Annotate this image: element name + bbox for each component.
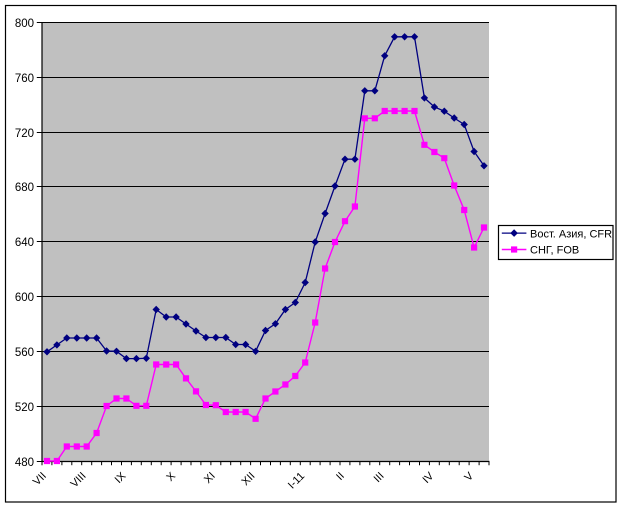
svg-text:680: 680 [15, 182, 34, 194]
svg-text:800: 800 [15, 18, 34, 30]
svg-text:480: 480 [15, 457, 34, 469]
svg-text:СНГ, FOB: СНГ, FOB [530, 245, 579, 257]
svg-text:760: 760 [15, 73, 34, 85]
svg-text:520: 520 [15, 402, 34, 414]
svg-text:600: 600 [15, 292, 34, 304]
svg-text:640: 640 [15, 237, 34, 249]
svg-text:560: 560 [15, 347, 34, 359]
svg-text:Вост. Азия, CFR: Вост. Азия, CFR [530, 229, 612, 241]
svg-text:720: 720 [15, 128, 34, 140]
